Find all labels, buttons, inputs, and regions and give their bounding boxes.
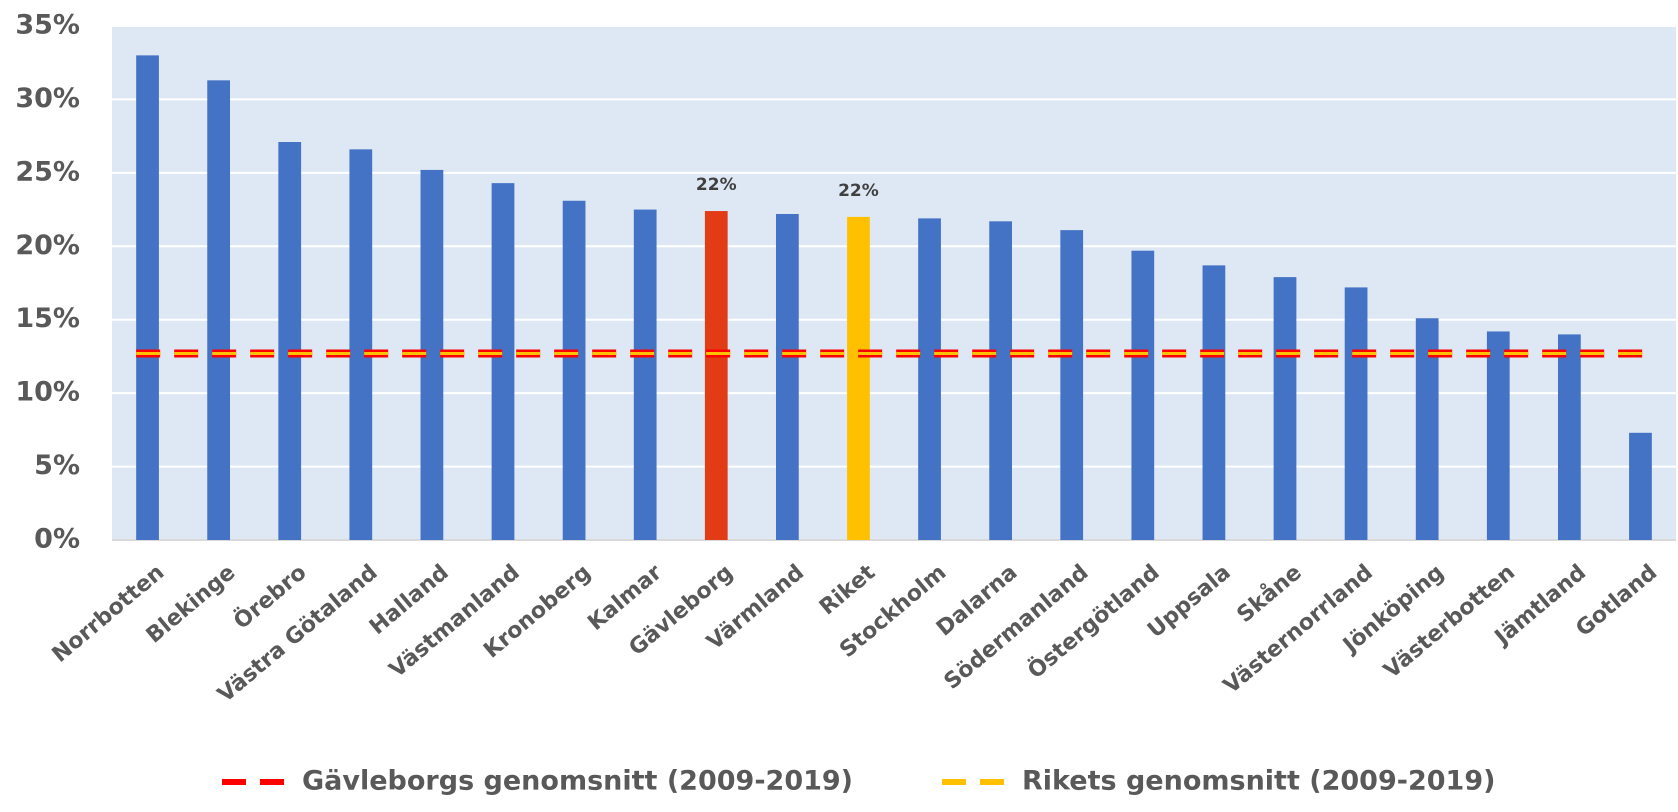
y-tick-label: 5% (34, 450, 80, 481)
value-label: 22% (838, 181, 879, 201)
bar (1415, 318, 1439, 540)
legend-label: Rikets genomsnitt (2009-2019) (1022, 766, 1495, 797)
y-tick-label: 10% (15, 377, 80, 408)
y-tick-label: 30% (15, 83, 80, 114)
bar (349, 149, 373, 541)
x-tick-label: Västmanland (385, 560, 525, 683)
bar (491, 183, 515, 540)
bar (136, 55, 159, 540)
x-tick-label: Norrbotten (48, 560, 170, 668)
bar (847, 216, 870, 540)
bar (207, 80, 231, 540)
bar (989, 221, 1013, 540)
bar (562, 200, 586, 540)
bar (278, 142, 302, 540)
bar (1486, 331, 1510, 540)
bar (1131, 250, 1155, 541)
y-tick-label: 20% (15, 230, 80, 261)
bar (1344, 287, 1368, 540)
bar (1629, 432, 1652, 540)
legend-label: Gävleborgs genomsnitt (2009-2019) (302, 766, 853, 797)
y-tick-label: 35% (15, 10, 80, 41)
bar (1273, 277, 1297, 540)
x-tick-label: Östergötland (1023, 559, 1165, 684)
bar (1557, 334, 1581, 540)
value-label: 22% (696, 175, 737, 195)
y-tick-label: 15% (15, 303, 80, 334)
bar (775, 213, 799, 540)
bar (1202, 265, 1226, 540)
y-tick-label: 0% (34, 524, 80, 555)
bar (918, 218, 941, 540)
bar (1060, 230, 1084, 541)
x-tick-label: Västerbotten (1379, 560, 1520, 684)
bar (420, 169, 444, 541)
plot-area (112, 26, 1676, 540)
bar (633, 209, 657, 541)
bar (704, 211, 728, 541)
x-tick-label: Riket (815, 560, 880, 621)
y-tick-label: 25% (15, 156, 80, 187)
